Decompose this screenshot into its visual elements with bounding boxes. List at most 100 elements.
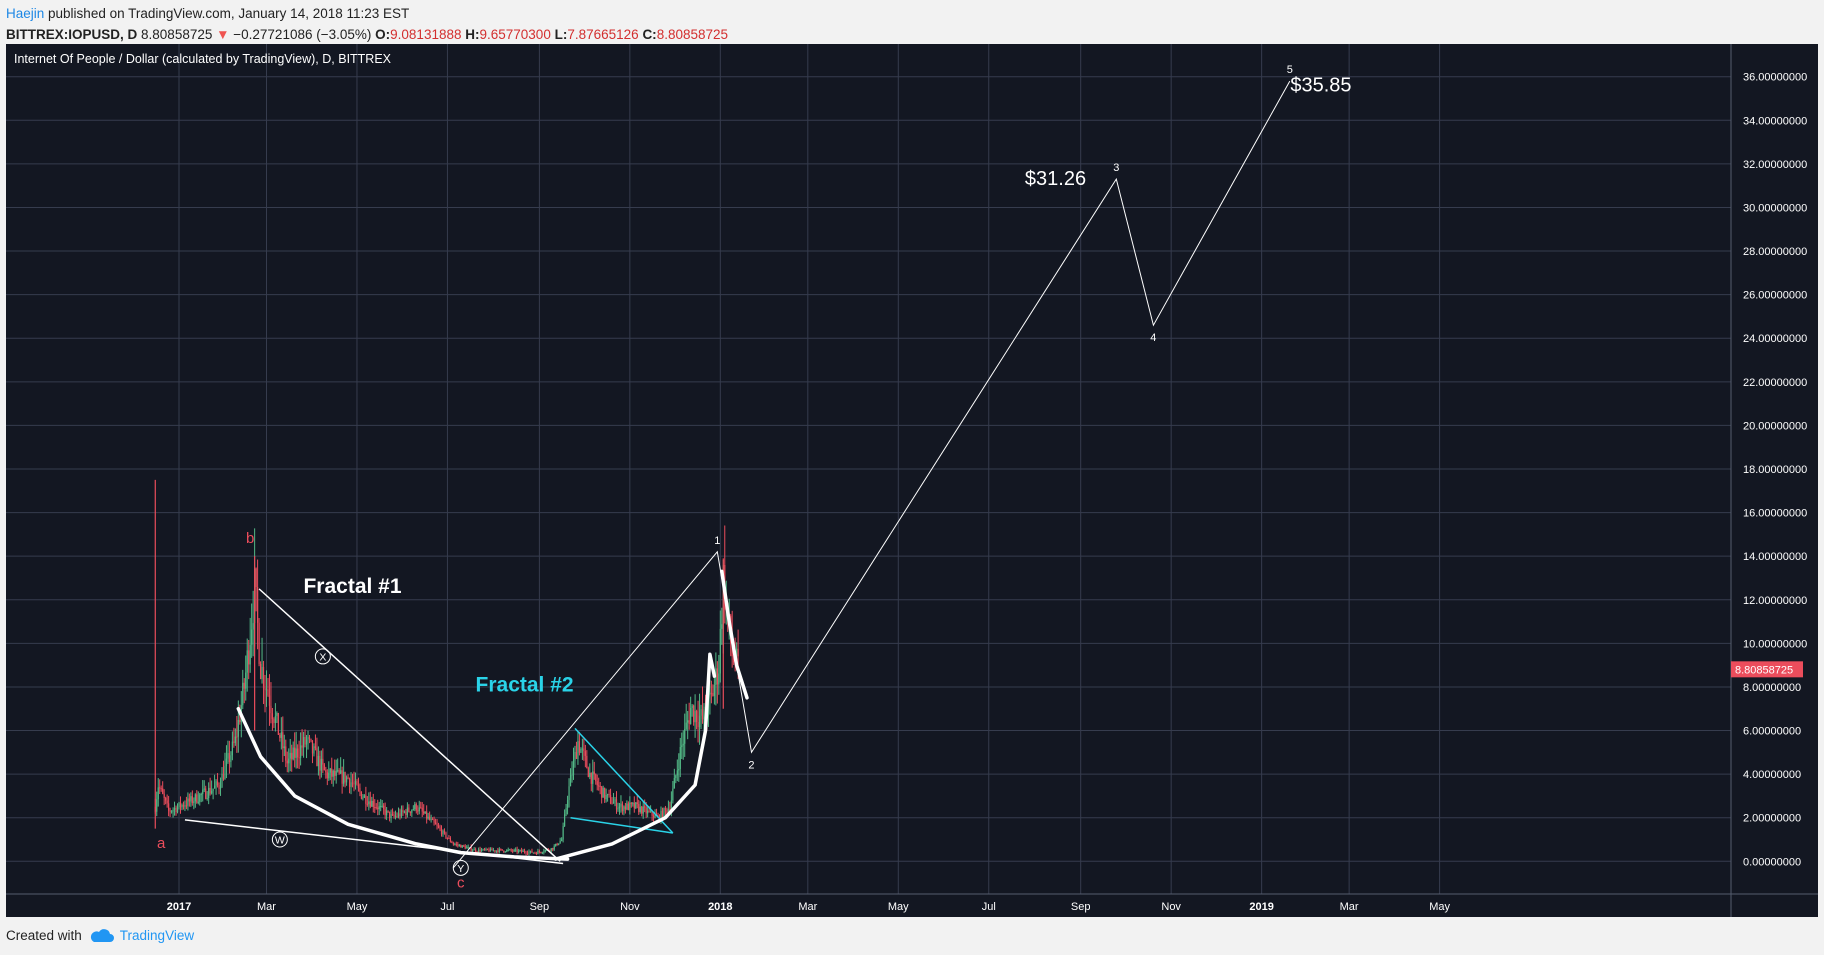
candle-body [624, 806, 626, 810]
candle-body [221, 773, 223, 788]
candle-body [466, 847, 468, 849]
candle-body [559, 840, 561, 844]
candle-body [340, 770, 342, 774]
candle-body [216, 781, 219, 785]
price-chart[interactable]: 0.00000000 2.00000000 4.00000000 6.00000000… [6, 44, 1818, 917]
candle-body [368, 801, 370, 805]
x-tick-label: 2017 [167, 901, 191, 913]
candle-body [393, 814, 395, 817]
candle-body [520, 850, 523, 852]
candle-body [713, 684, 715, 696]
y-tick-label: 8.00000000 [1743, 682, 1801, 694]
candle-body [188, 798, 190, 802]
candle-body [163, 793, 165, 798]
candle-body [676, 770, 678, 776]
candle-body [289, 752, 291, 759]
candle-body [337, 770, 339, 772]
candle-body [464, 846, 466, 849]
candle-body [381, 805, 383, 807]
candle-body [345, 777, 348, 783]
candle-body [718, 673, 720, 685]
candle-body [442, 830, 444, 835]
candle-body [239, 719, 241, 723]
elliott-projection-path [452, 80, 1291, 869]
candle-body [633, 803, 635, 809]
author-link[interactable]: Haejin [6, 6, 45, 21]
fractal-label: Fractal #1 [303, 575, 401, 598]
candle-body [721, 624, 723, 629]
y-tick-label: 14.00000000 [1743, 551, 1807, 563]
candle-body [685, 722, 687, 729]
candle-body [621, 803, 624, 812]
candle-body [225, 758, 228, 767]
candle-body [273, 719, 275, 723]
candle-body [162, 788, 164, 794]
candle-body [581, 748, 583, 750]
candle-body [181, 804, 183, 808]
y-tick-label: 26.00000000 [1743, 290, 1807, 302]
candle-body [280, 732, 282, 738]
candle-body [617, 808, 619, 810]
candle-body [475, 849, 477, 852]
fractal2-arc [553, 652, 717, 861]
candle-body [175, 807, 177, 813]
tradingview-link[interactable]: TradingView [90, 928, 194, 943]
candle-body [467, 847, 469, 849]
candle-body [423, 811, 425, 814]
price-change: −0.27721086 (−3.05%) [233, 27, 372, 42]
candle-body [264, 688, 266, 690]
candle-body [292, 747, 294, 760]
candle-body [553, 846, 555, 850]
candle-body [200, 794, 202, 796]
candle-body [731, 643, 733, 657]
candle-body [347, 777, 349, 779]
candle-body [716, 668, 718, 685]
candle-body [552, 848, 554, 850]
candle-body [593, 771, 595, 775]
candle-body [242, 682, 244, 706]
candle-body [196, 794, 198, 803]
candle-body [452, 842, 454, 845]
candle-body [378, 806, 380, 810]
candle-body [265, 689, 268, 691]
candle-body [166, 800, 168, 804]
candle-body [411, 810, 413, 813]
candle-body [710, 692, 713, 694]
candle-body [417, 810, 419, 812]
candle-body [592, 771, 594, 784]
candle-body [682, 743, 684, 746]
candle-body [598, 785, 600, 787]
candle-body [627, 803, 629, 811]
candle-body [427, 816, 429, 819]
candle-body [691, 705, 693, 709]
wave-number-label: 2 [748, 759, 754, 771]
candle-body [550, 848, 552, 851]
chart-area[interactable]: 0.00000000 2.00000000 4.00000000 6.00000000… [6, 44, 1818, 917]
candle-body [485, 848, 487, 850]
x-tick-label: Mar [257, 901, 276, 913]
candle-body [402, 809, 404, 813]
candle-body [277, 712, 279, 735]
candle-body [495, 850, 497, 852]
candle-body [609, 795, 612, 804]
candle-body [488, 849, 490, 852]
last-price: 8.80858725 [141, 27, 213, 42]
candle-body [190, 796, 192, 802]
candle-body [645, 807, 647, 814]
candle-body [737, 648, 739, 657]
candle-body [556, 843, 558, 845]
candle-body [262, 666, 265, 689]
candle-body [237, 719, 239, 737]
candle-body [492, 850, 495, 852]
candle-body [654, 814, 656, 818]
candle-body [165, 797, 167, 801]
circled-wave-marker [452, 859, 469, 876]
candle-body [698, 715, 701, 728]
candle-body [501, 849, 503, 851]
candle-body [302, 736, 305, 748]
candle-body [246, 650, 248, 673]
candle-body [209, 787, 211, 794]
candle-body [666, 809, 668, 813]
y-tick-label: 24.00000000 [1743, 333, 1807, 345]
candle-body [642, 806, 644, 814]
